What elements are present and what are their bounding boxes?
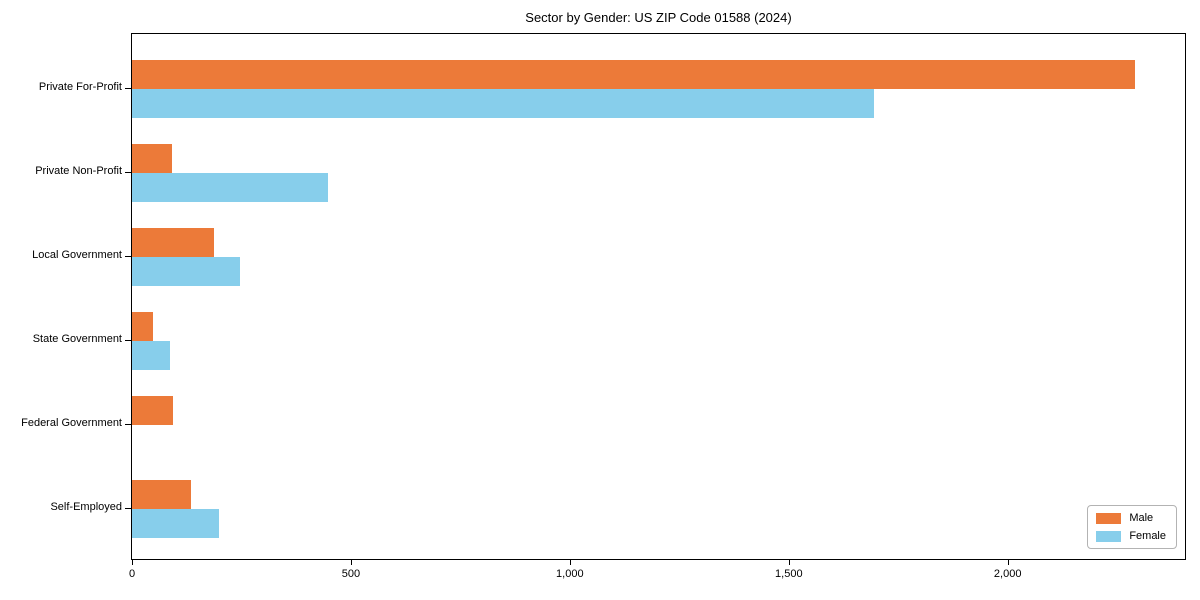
- bar-female-private-non-profit: [132, 173, 328, 202]
- bar-male-state-government: [132, 312, 153, 341]
- x-tick-label-1000: 1,000: [556, 568, 584, 580]
- y-tick-label-private-for-profit: Private For-Profit: [38, 81, 122, 93]
- legend-swatch-female-icon: [1096, 530, 1122, 542]
- bar-female-state-government: [132, 341, 171, 370]
- x-tick-mark-1000: [569, 560, 571, 565]
- x-tick-label-0: 0: [128, 568, 136, 580]
- y-tick-mark-federal-government: [125, 424, 131, 425]
- legend-item-female: Female: [1096, 530, 1166, 542]
- bar-male-local-government: [132, 228, 214, 257]
- legend-label-male: Male: [1129, 512, 1154, 524]
- x-tick-mark-0: [132, 560, 133, 565]
- bar-female-private-for-profit: [132, 89, 874, 118]
- y-tick-mark-state-government: [125, 340, 131, 341]
- legend-swatch-male-icon: [1096, 512, 1122, 524]
- y-tick-label-local-government: Local Government: [32, 249, 122, 261]
- bar-male-private-for-profit: [132, 60, 1135, 89]
- y-tick-label-self-employed: Self-Employed: [50, 501, 122, 513]
- legend-label-female: Female: [1129, 530, 1166, 542]
- y-tick-mark-private-for-profit: [125, 88, 131, 89]
- x-tick-mark-500: [350, 560, 352, 565]
- bar-male-private-non-profit: [132, 144, 172, 173]
- y-tick-label-federal-government: Federal Government: [21, 417, 122, 429]
- bar-male-federal-government: [132, 396, 174, 425]
- y-tick-mark-private-non-profit: [125, 172, 131, 173]
- x-tick-mark-2000: [1007, 560, 1009, 565]
- y-tick-label-private-non-profit: Private Non-Profit: [35, 165, 122, 177]
- chart-title: Sector by Gender: US ZIP Code 01588 (202…: [525, 10, 792, 25]
- x-tick-label-1500: 1,500: [775, 568, 803, 580]
- y-tick-mark-local-government: [125, 256, 131, 257]
- x-tick-label-2000: 2,000: [993, 568, 1022, 580]
- y-tick-label-state-government: State Government: [32, 333, 122, 345]
- legend: Male Female: [1087, 505, 1177, 549]
- bar-female-local-government: [132, 257, 240, 286]
- bar-female-self-employed: [132, 509, 219, 538]
- plot-area: Male Female: [131, 33, 1186, 560]
- x-tick-mark-1500: [788, 560, 790, 565]
- x-tick-label-500: 500: [341, 568, 361, 580]
- legend-item-male: Male: [1096, 512, 1166, 524]
- y-tick-mark-self-employed: [125, 508, 131, 509]
- bar-male-self-employed: [132, 480, 191, 509]
